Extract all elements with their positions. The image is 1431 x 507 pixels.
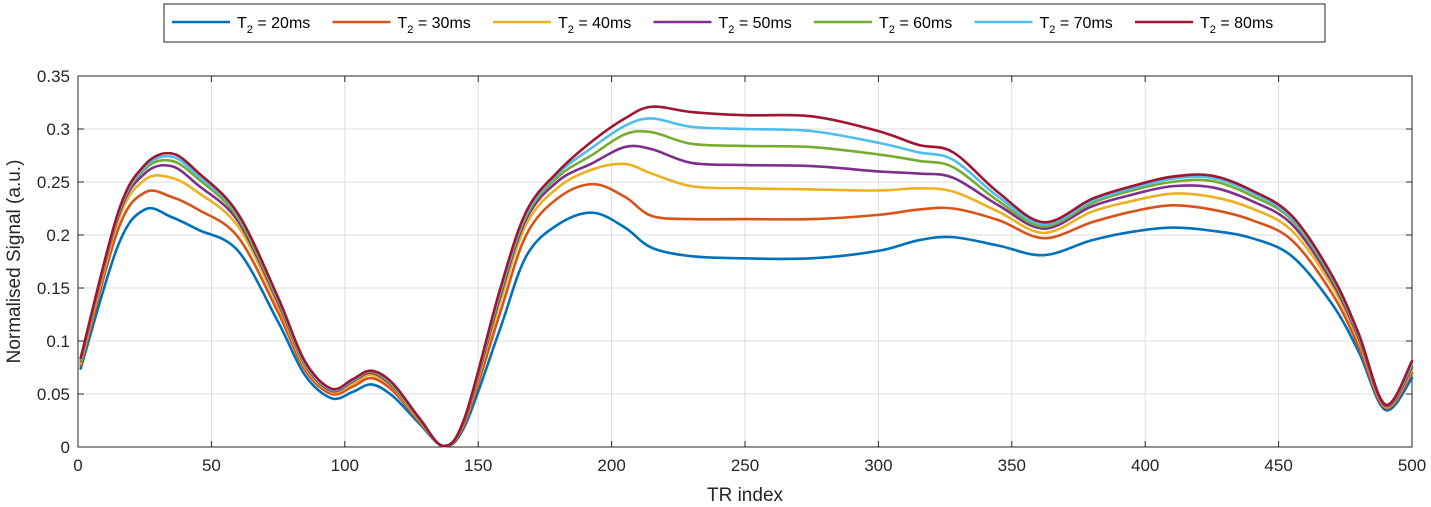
legend-entry: T2 = 40ms	[558, 15, 631, 36]
y-tick-label: 0	[61, 438, 70, 457]
x-tick-label: 350	[998, 456, 1026, 475]
x-tick-label: 0	[73, 456, 82, 475]
y-tick-label: 0.35	[37, 67, 70, 86]
x-axis-label: TR index	[707, 485, 784, 506]
y-axis-label: Normalised Signal (a.u.)	[4, 160, 25, 364]
x-tick-label: 450	[1264, 456, 1292, 475]
legend-entry: T2 = 20ms	[237, 15, 310, 36]
series-line-6	[79, 117, 1414, 448]
series-line-7	[79, 105, 1414, 448]
y-tick-label: 0.3	[46, 120, 70, 139]
series-line-1	[79, 206, 1414, 448]
series-layer	[79, 105, 1414, 448]
x-tick-label: 100	[331, 456, 359, 475]
legend-entry: T2 = 80ms	[1200, 15, 1273, 36]
x-tick-label: 500	[1398, 456, 1426, 475]
x-axis-ticks: 0 50 100 150 200 250 300 350 400 450 500	[73, 76, 1426, 475]
y-axis-ticks: 0 0.05 0.1 0.15 0.2 0.25 0.3 0.35	[37, 67, 1412, 457]
y-tick-label: 0.1	[46, 332, 70, 351]
x-tick-label: 300	[864, 456, 892, 475]
series-line-2	[79, 182, 1414, 448]
y-tick-label: 0.05	[37, 385, 70, 404]
y-tick-label: 0.15	[37, 279, 70, 298]
legend: T2 = 20ms T2 = 30ms T2 = 40ms T2 = 50ms T2 =…	[163, 3, 1326, 43]
x-tick-label: 400	[1131, 456, 1159, 475]
legend-entry: T2 = 70ms	[1040, 15, 1113, 36]
x-tick-label: 50	[202, 456, 221, 475]
grid	[77, 75, 1413, 448]
legend-entry: T2 = 30ms	[398, 15, 471, 36]
legend-entry: T2 = 50ms	[719, 15, 792, 36]
y-tick-label: 0.2	[46, 226, 70, 245]
x-tick-label: 250	[731, 456, 759, 475]
legend-entry: T2 = 60ms	[879, 15, 952, 36]
x-tick-label: 150	[464, 456, 492, 475]
series-line-3	[79, 162, 1414, 448]
series-line-4	[79, 144, 1414, 448]
y-tick-label: 0.25	[37, 173, 70, 192]
x-tick-label: 200	[597, 456, 625, 475]
